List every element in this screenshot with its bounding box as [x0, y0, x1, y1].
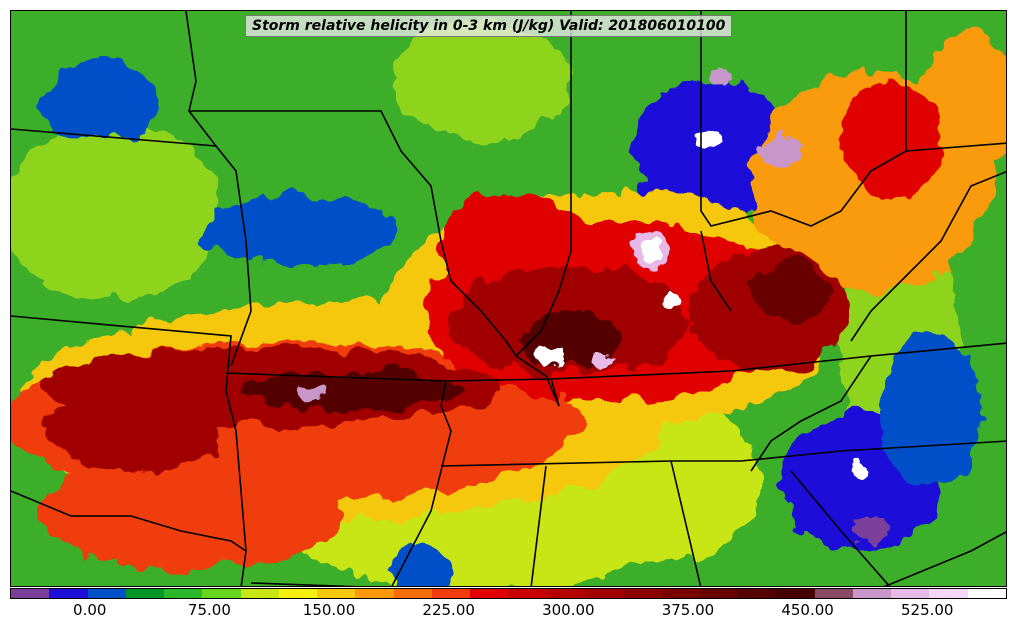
colorbar-segment	[87, 589, 126, 598]
colorbar-tick-label: 225.00	[422, 601, 475, 619]
field-patch	[697, 131, 725, 151]
colorbar-segment	[202, 589, 241, 598]
colorbar-segment	[852, 589, 892, 598]
field-patch	[589, 353, 613, 369]
colorbar-segment	[164, 589, 203, 598]
field-patch	[709, 66, 733, 86]
colorbar-segment	[623, 589, 662, 598]
state-line	[700, 230, 732, 312]
field-patch	[41, 61, 161, 141]
field-patch	[851, 461, 871, 481]
colorbar-segment	[776, 589, 815, 598]
state-line	[250, 582, 358, 586]
state-line	[189, 110, 507, 342]
state-line	[440, 440, 1006, 467]
field-patch	[761, 133, 801, 169]
colorbar-segment	[317, 589, 356, 598]
colorbar-segment	[278, 589, 318, 598]
state-line	[670, 460, 702, 586]
colorbar-segment	[546, 589, 585, 598]
colorbar-tick-label: 375.00	[661, 601, 715, 619]
field-patch	[11, 121, 221, 301]
field-patch	[41, 451, 341, 571]
state-boundaries	[11, 11, 1006, 586]
colorbar-segment	[929, 589, 968, 598]
field-patch	[241, 371, 461, 411]
state-line	[11, 128, 252, 367]
field-patch	[391, 21, 571, 141]
colorbar-segment	[814, 589, 853, 598]
colorbar-ticks: 0.00 75.00 150.00 225.00 300.00 375.00 450.00 5…	[10, 601, 1007, 623]
state-line	[11, 490, 247, 552]
colorbar-segment	[967, 589, 1006, 598]
colorbar-tick-label: 525.00	[900, 601, 954, 619]
state-line	[700, 11, 1006, 227]
field-patch	[921, 31, 1006, 171]
colorbar-segment	[431, 589, 471, 598]
state-line	[750, 355, 872, 472]
colorbar-segment	[11, 589, 50, 598]
colorbar-tick-label: 0.00	[73, 601, 107, 619]
field-patch	[853, 517, 889, 545]
field-patch	[751, 261, 831, 321]
field-patch	[297, 388, 325, 398]
map-panel	[10, 10, 1007, 587]
state-line	[790, 470, 891, 586]
colorbar-tick-label: 150.00	[302, 601, 356, 619]
colorbar	[10, 588, 1007, 599]
colorbar-segment	[508, 589, 547, 598]
colorbar-tick-label: 300.00	[542, 601, 595, 619]
state-line	[530, 465, 547, 586]
colorbar-segment	[240, 589, 279, 598]
colorbar-tick-label: 450.00	[781, 601, 834, 619]
field-patch	[841, 81, 941, 201]
colorbar-segment	[49, 589, 88, 598]
shaded-field	[11, 11, 1006, 586]
colorbar-segment	[584, 589, 624, 598]
state-line	[883, 531, 1006, 586]
colorbar-segment	[393, 589, 432, 598]
state-line	[850, 170, 1006, 342]
helicity-field-map	[11, 11, 1006, 586]
state-line	[225, 342, 1006, 382]
field-patch	[201, 196, 401, 266]
state-line	[391, 380, 452, 586]
colorbar-segment	[661, 589, 700, 598]
state-line	[11, 315, 247, 586]
map-title: Storm relative helicity in 0-3 km (J/kg)…	[245, 15, 733, 37]
field-patch	[536, 347, 566, 365]
colorbar-segment	[738, 589, 777, 598]
colorbar-segment	[125, 589, 165, 598]
field-patch	[41, 391, 221, 471]
state-line	[505, 340, 560, 407]
colorbar-tick-label: 75.00	[187, 601, 231, 619]
state-line	[515, 11, 572, 357]
colorbar-segment	[355, 589, 394, 598]
colorbar-segment	[891, 589, 930, 598]
field-patch	[661, 293, 681, 309]
field-patch	[881, 331, 981, 491]
field-patch	[441, 191, 581, 291]
field-patch	[639, 239, 663, 263]
field-patch	[391, 546, 451, 586]
colorbar-segment	[699, 589, 739, 598]
colorbar-segment	[470, 589, 509, 598]
state-line	[550, 378, 560, 407]
state-line	[185, 11, 217, 147]
